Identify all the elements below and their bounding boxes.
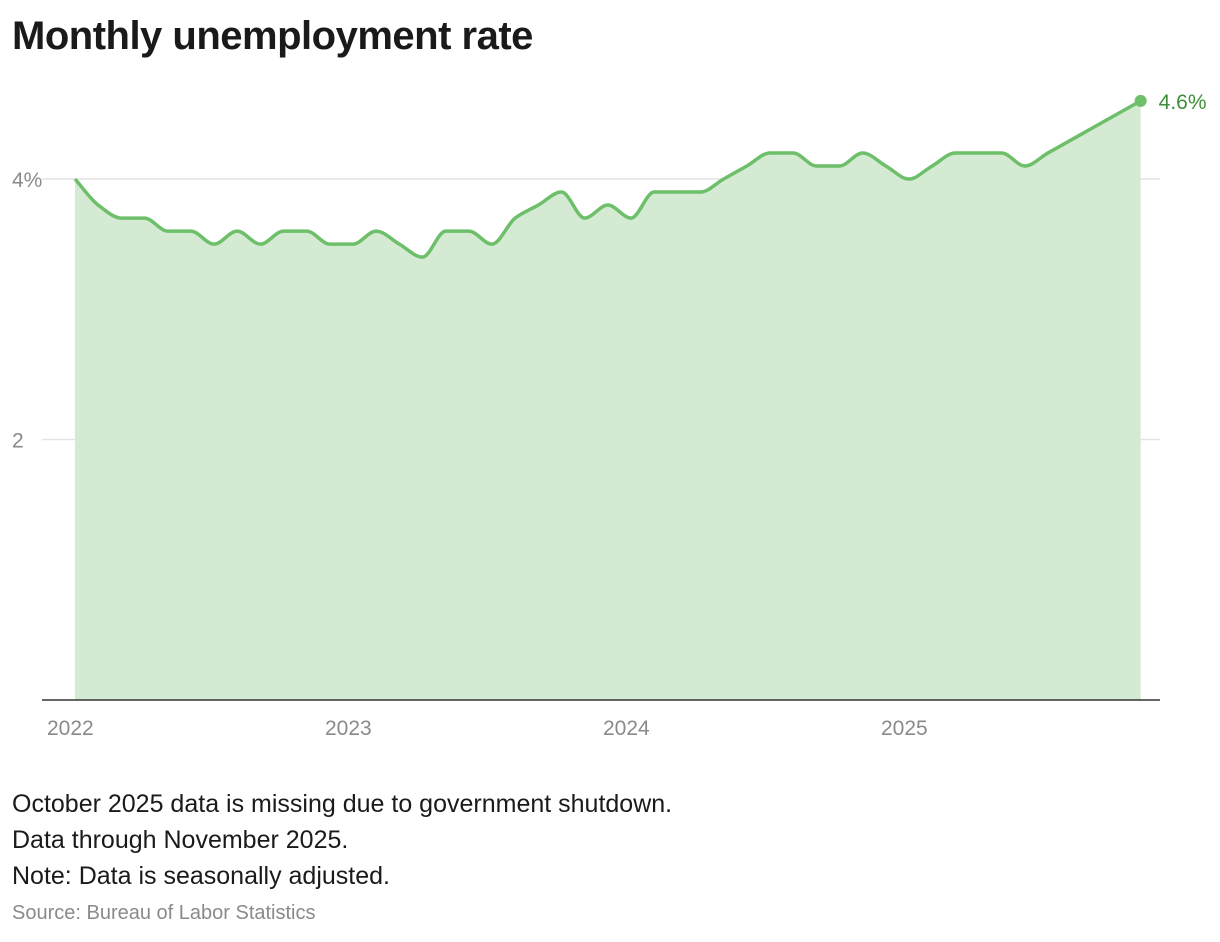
end-point-marker	[1134, 94, 1147, 107]
y-tick-label: 4%	[12, 169, 42, 192]
y-tick-label: 2	[12, 430, 24, 453]
x-tick-label: 2023	[325, 717, 372, 740]
chart-title: Monthly unemployment rate	[12, 14, 533, 58]
x-tick-label: 2025	[881, 717, 928, 740]
x-tick-label: 2022	[47, 717, 94, 740]
series-line	[73, 99, 1142, 259]
note-seasonal: Note: Data is seasonally adjusted.	[12, 862, 390, 890]
area-fill	[75, 100, 1141, 701]
x-tick-label: 2024	[603, 717, 650, 740]
line-chart: 2 4% 4.6% 2022 2023 2024 2025	[12, 91, 1207, 740]
chart-notes: October 2025 data is missing due to gove…	[12, 786, 672, 894]
note-missing-data: October 2025 data is missing due to gove…	[12, 790, 673, 818]
note-data-through: Data through November 2025.	[12, 826, 349, 854]
source-note: Source: Bureau of Labor Statistics	[12, 902, 316, 924]
end-value-label: 4.6%	[1159, 91, 1207, 114]
